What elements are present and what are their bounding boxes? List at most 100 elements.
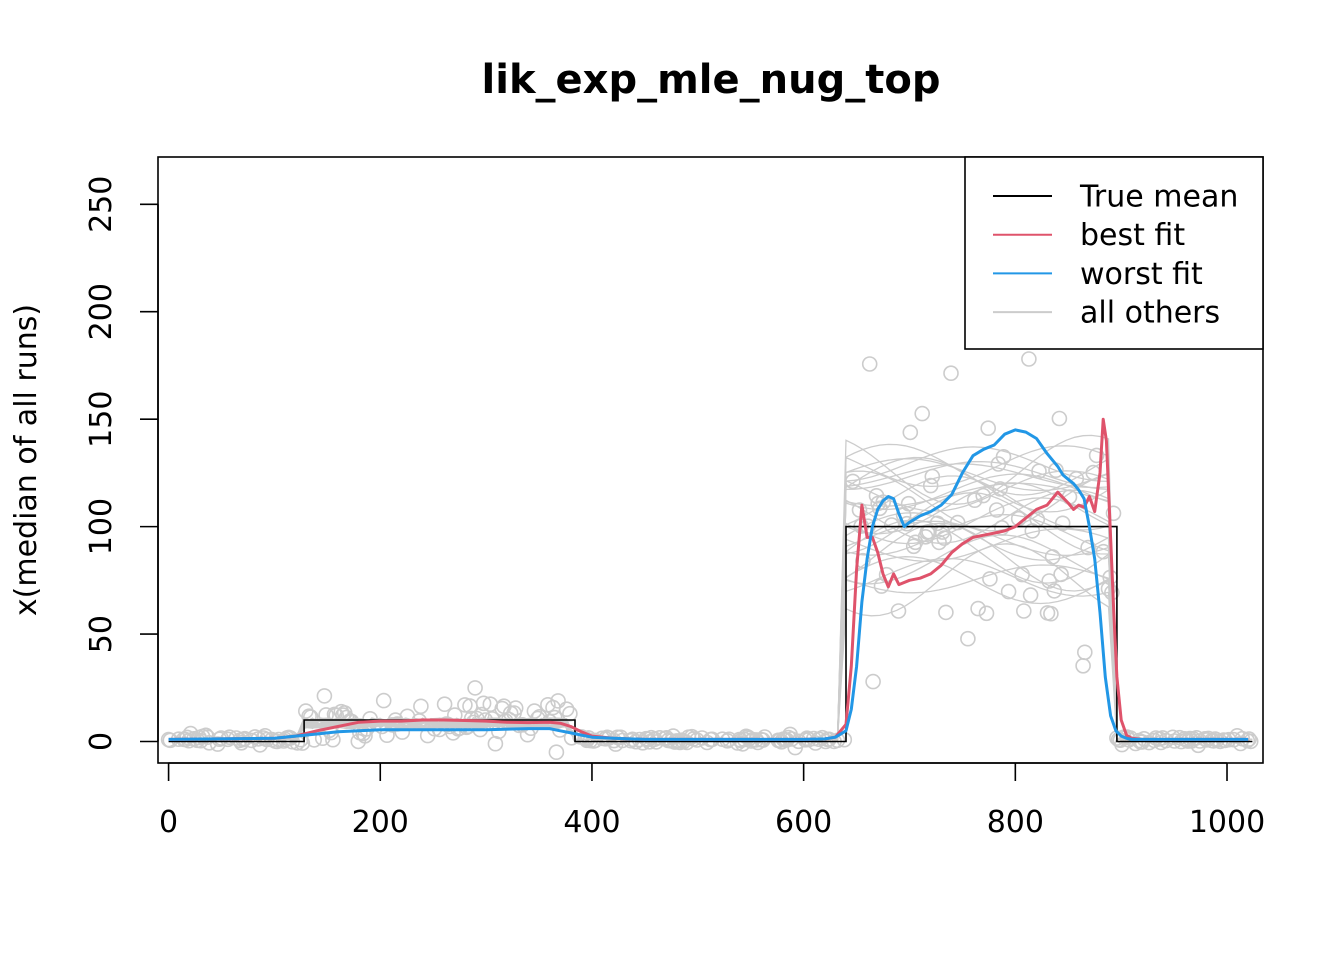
observation-point: [1021, 351, 1037, 367]
observation-point: [934, 524, 951, 540]
observation-point: [514, 716, 531, 733]
observation-point: [1043, 605, 1059, 622]
observation-point: [507, 700, 524, 716]
observation-point: [550, 693, 566, 709]
observation-point: [1031, 463, 1047, 480]
observation-point: [966, 492, 983, 509]
observation-point: [1077, 644, 1093, 661]
observation-point: [243, 732, 260, 749]
observation-point: [970, 600, 986, 617]
other-run-line: [168, 522, 1253, 741]
x-axis: 0 200 400 600 800 1000: [159, 762, 1265, 840]
y-axis: 0 50 100 150 200 250: [84, 176, 159, 751]
observation-point: [1054, 515, 1071, 532]
observation-point: [875, 494, 892, 511]
observation-point: [914, 405, 931, 422]
observation-point: [562, 705, 578, 722]
observation-point: [1188, 729, 1205, 746]
other-run-line: [168, 557, 1253, 741]
legend-box: [964, 156, 1264, 350]
legend-label: best fit: [1080, 218, 1185, 253]
observation-point: [936, 530, 953, 546]
observation-point: [861, 356, 878, 372]
observation-point: [844, 473, 861, 490]
true-mean-layer: [168, 525, 1253, 743]
chart-title: lik_exp_mle_nug_top: [482, 57, 941, 103]
fit-layer: [168, 417, 1249, 741]
legend-label: True mean: [1079, 180, 1238, 215]
observation-point: [1014, 566, 1030, 583]
observation-point: [436, 696, 453, 713]
legend-label: worst fit: [1080, 257, 1203, 292]
y-tick-label: 150: [84, 391, 119, 448]
y-tick-label: 200: [84, 283, 119, 340]
other-run-line: [168, 513, 1253, 741]
x-tick-label: 0: [159, 805, 178, 840]
observation-point: [467, 680, 483, 696]
observation-point: [328, 707, 345, 724]
observation-point: [475, 695, 492, 712]
observation-point: [978, 605, 995, 622]
observation-point: [1105, 505, 1122, 522]
observation-point: [1046, 583, 1063, 599]
observation-point: [1075, 657, 1091, 674]
observation-point: [980, 420, 997, 437]
observation-point: [1100, 580, 1117, 597]
observation-point: [318, 707, 334, 723]
observation-point: [924, 468, 941, 485]
observation-point: [988, 502, 1005, 518]
observation-point: [1051, 410, 1068, 427]
true-mean-line: [168, 525, 1253, 743]
observation-point: [922, 477, 939, 494]
observation-point: [1000, 583, 1017, 600]
observation-point: [982, 571, 998, 587]
other-run-line: [168, 564, 1253, 741]
y-tick-label: 50: [84, 615, 119, 653]
observation-point: [233, 734, 250, 751]
observation-point: [1044, 549, 1061, 565]
observation-point: [929, 515, 946, 532]
observation-point: [949, 514, 966, 531]
observation-point: [890, 603, 907, 619]
observation-point: [865, 673, 881, 690]
observation-point: [1015, 603, 1032, 619]
observation-point: [931, 534, 947, 551]
observation-point: [548, 744, 565, 761]
other-run-line: [168, 512, 1253, 741]
y-axis-label: x(median of all runs): [9, 304, 44, 616]
y-tick-label: 250: [84, 176, 119, 233]
observation-point: [1080, 539, 1096, 556]
legend-label: all others: [1080, 296, 1220, 331]
observation-point: [1088, 447, 1105, 464]
observation-point: [297, 703, 314, 719]
observation-point: [394, 724, 411, 740]
observation-point: [960, 630, 976, 647]
observation-point: [995, 448, 1012, 465]
best-fit-line: [168, 417, 1249, 741]
observation-point: [247, 729, 263, 745]
observation-point: [902, 424, 919, 441]
y-tick-label: 100: [84, 498, 119, 555]
observation-point: [526, 703, 543, 719]
observation-point: [362, 710, 378, 727]
observation-point: [375, 692, 392, 709]
observation-point: [1041, 573, 1057, 589]
observation-point: [975, 487, 992, 504]
observation-point: [529, 710, 546, 727]
observation-point: [883, 517, 900, 533]
observation-point: [413, 698, 429, 715]
y-tick-label: 0: [84, 732, 119, 751]
x-tick-label: 200: [352, 805, 409, 840]
observation-point: [316, 688, 333, 704]
x-tick-label: 800: [987, 805, 1044, 840]
observation-point: [357, 727, 373, 744]
observation-point: [900, 495, 917, 512]
worst-fit-line: [168, 428, 1249, 741]
observation-point: [355, 725, 372, 742]
observation-point: [992, 481, 1008, 497]
observation-point: [302, 709, 319, 725]
x-tick-label: 1000: [1189, 805, 1265, 840]
observation-point: [468, 710, 485, 727]
